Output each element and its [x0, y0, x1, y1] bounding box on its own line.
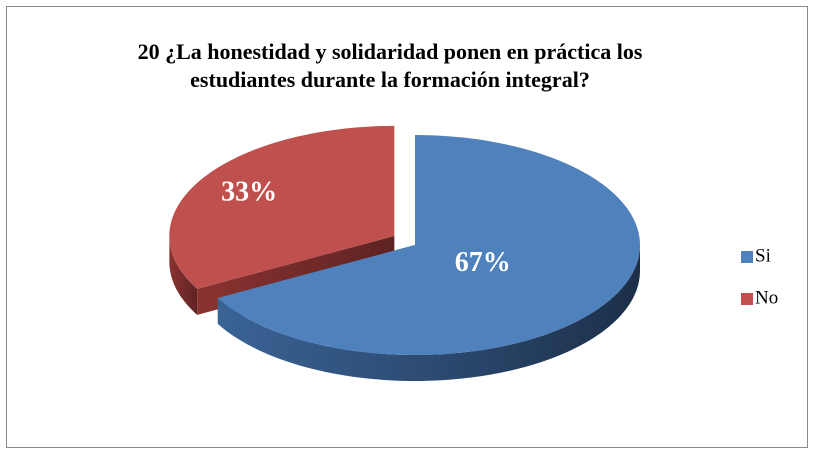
slice-side — [217, 245, 640, 381]
legend-swatch — [741, 251, 753, 263]
legend-label: No — [755, 287, 778, 308]
legend-label: Si — [755, 245, 771, 266]
chart-frame — [6, 6, 808, 448]
pie-slice — [169, 125, 395, 289]
slice-side — [169, 235, 198, 315]
data-label: 67% — [455, 247, 511, 278]
chart-title: 20 ¿La honestidad y solidaridad ponen en… — [137, 39, 643, 92]
pie-slice — [217, 135, 640, 355]
data-label: 33% — [221, 176, 277, 207]
legend-swatch — [741, 293, 753, 305]
